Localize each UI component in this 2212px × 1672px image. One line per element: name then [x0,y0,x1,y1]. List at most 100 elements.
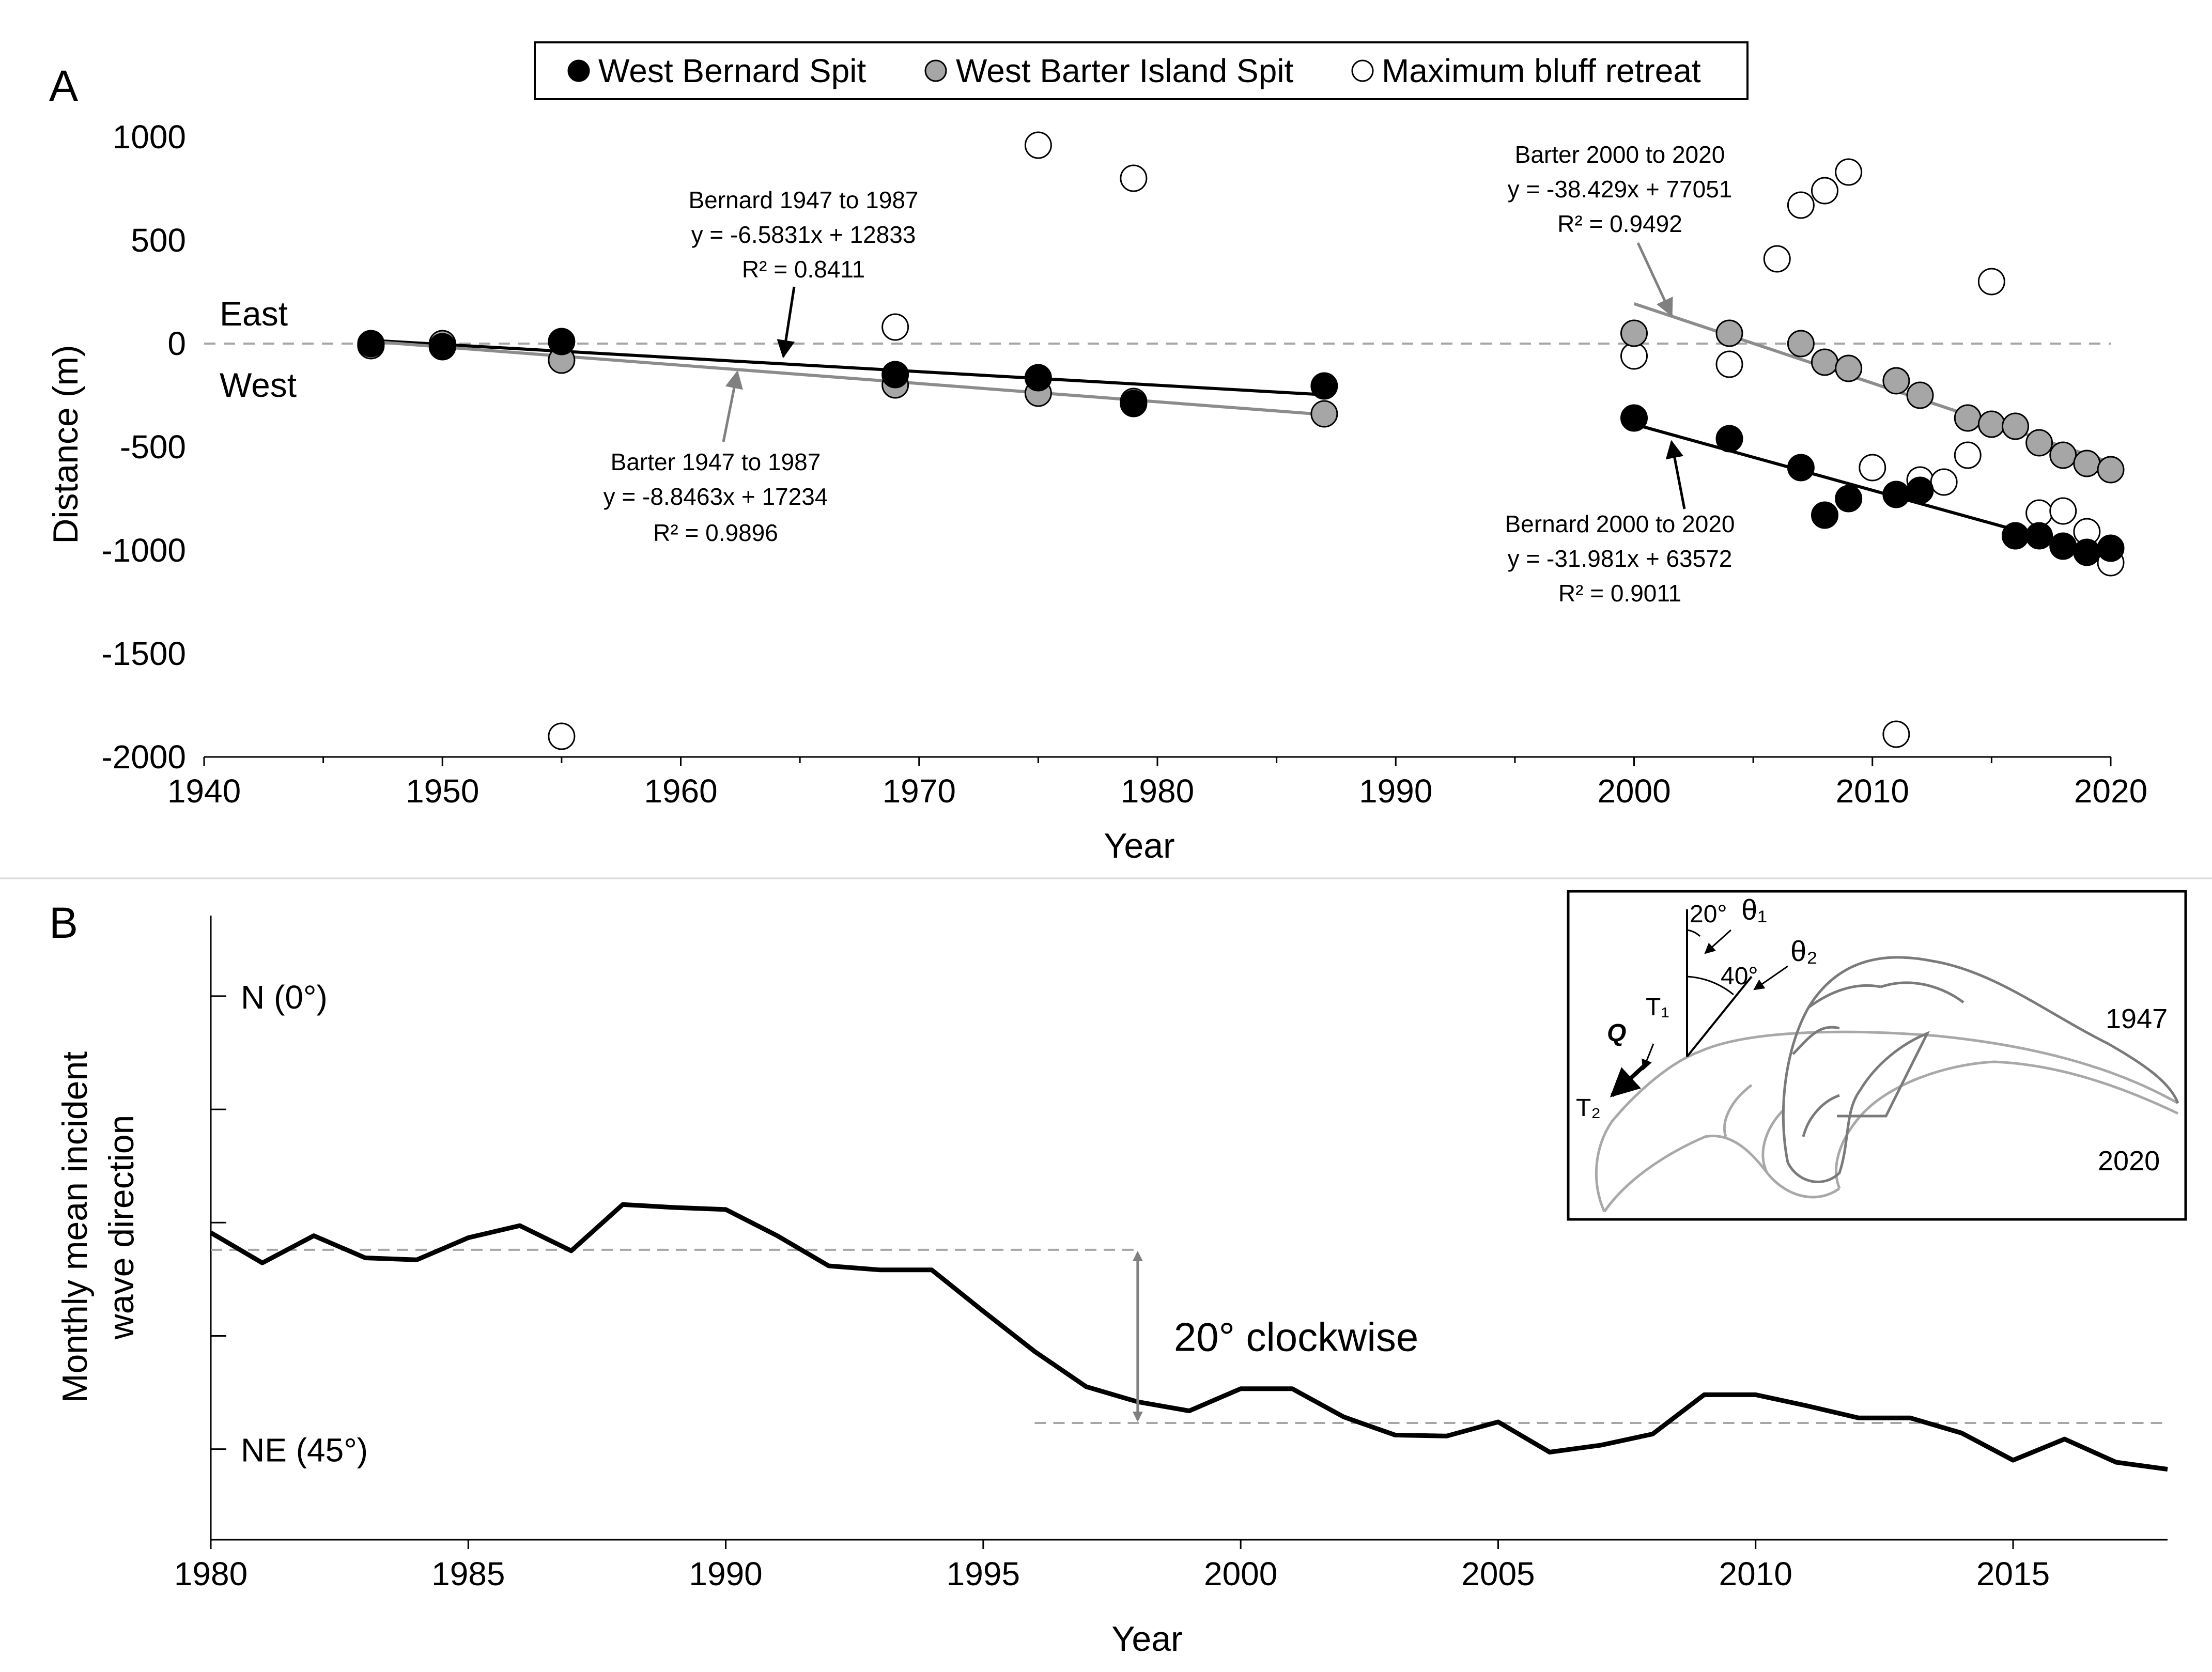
annotation-bernard-2000-arrow [1665,440,1686,509]
a-x-tick-label: 2020 [2074,772,2147,810]
a-y-ticks: 1000 500 0 -500 -1000 -1500 -2000 [101,118,186,776]
a-y-tick-label: -500 [120,428,186,466]
a-x-tick-label: 2000 [1597,772,1670,810]
inset-theta1: θ₁ [1741,893,1767,926]
annotation-bernard-1947: Bernard 1947 to 1987 y = -6.5831x + 1283… [688,187,919,359]
annotation-barter-2000-equation: y = -38.429x + 77051 [1508,176,1733,203]
data-point-open [1835,158,1863,186]
data-point-black [357,330,385,358]
data-point-black [2002,522,2029,550]
a-data-points [357,131,2125,750]
annotation-bernard-2000-equation: y = -31.981x + 63572 [1508,545,1733,572]
panel-b-label: B [49,899,78,947]
data-point-open [1977,268,2005,296]
a-x-tick-label: 2010 [1836,772,1909,810]
annotation-barter-1947: Barter 1947 to 1987 y = -8.8463x + 17234… [604,370,828,546]
a-y-tick-label: 1000 [113,118,186,156]
outline-2020 [1595,1030,2179,1213]
data-point-grey [1835,354,1863,382]
data-point-open [1787,191,1815,219]
panel-b: B 1980 1985 1990 1995 2000 2005 2010 2015 N (0°… [49,890,2187,1659]
data-point-black [881,361,909,389]
theta2-arrow [1753,965,1788,990]
a-x-ticks: 1940 1950 1960 1970 1980 1990 2000 2010 2020 [167,757,2147,810]
b-x-tick-label: 1990 [689,1555,762,1592]
b-x-tick-label: 2005 [1461,1555,1535,1592]
data-point-black [1906,476,1934,504]
b-y-tick-label: N (0°) [241,979,328,1016]
data-point-black [1715,425,1743,453]
b-y-ticks: N (0°) NE (45°) [211,979,368,1469]
a-x-tick-label: 1980 [1121,772,1194,810]
data-point-open [1954,441,1982,469]
data-point-black [548,328,576,355]
data-point-grey [2002,412,2029,440]
inset-angle-20: 20° [1690,901,1727,928]
panel-a: A West Bernard Spit West Barter Island S… [46,41,2147,865]
angle-arc-40 [1687,976,1734,996]
data-point-black [1024,364,1052,392]
data-point-black [2073,538,2101,566]
b-x-tick-label: 2015 [1976,1555,2050,1592]
data-point-grey [1906,381,1934,409]
inset-t1: T₁ [1646,994,1669,1021]
data-point-open [1024,131,1052,159]
b-y-axis-title-line2: wave direction [102,1115,141,1340]
spit-outline-inset: 20° 40° θ₁ θ₂ T₁ T₂ Q 1947 2020 [1567,890,2187,1221]
b-x-tick-label: 2000 [1204,1555,1277,1592]
annotation-barter-2000: Barter 2000 to 2020 y = -38.429x + 77051… [1508,141,1733,317]
annotation-barter-2000-arrow [1636,242,1673,317]
a-x-tick-label: 1940 [167,772,241,810]
data-point-black [2025,522,2053,550]
b-x-tick-label: 1980 [174,1555,248,1592]
a-y-tick-label: -1000 [101,532,186,569]
legend-label-bluff: Maximum bluff retreat [1382,52,1701,89]
annotation-bernard-2000-r2: R² = 0.9011 [1558,580,1681,607]
data-point-black [2097,534,2125,562]
data-point-grey [1977,410,2005,438]
inset-angle-40: 40° [1721,963,1758,990]
inset-t2: T₂ [1576,1094,1601,1122]
q-arrow [1610,1063,1647,1097]
a-y-tick-label: -2000 [101,738,186,776]
data-point-black [1835,485,1863,513]
data-point-black [1787,454,1815,482]
data-point-grey [1882,367,1910,395]
b-reference-lines [211,1248,2168,1424]
theta-line [1686,976,1753,1058]
legend-label-bernard: West Bernard Spit [598,52,866,89]
annotation-barter-2000-title: Barter 2000 to 2020 [1515,141,1725,168]
a-trendlines [370,302,2111,558]
annotation-bernard-2000: Bernard 2000 to 2020 y = -31.981x + 6357… [1505,440,1735,607]
annotation-bernard-1947-equation: y = -6.5831x + 12833 [691,221,916,248]
annotation-bernard-1947-arrow [777,286,796,359]
b-x-tick-label: 2010 [1719,1555,1792,1592]
a-x-tick-label: 1990 [1359,772,1432,810]
b-x-ticks: 1980 1985 1990 1995 2000 2005 2010 2015 [174,1540,2050,1592]
data-point-open [1811,177,1838,205]
a-y-tick-label: 0 [167,325,186,362]
annotation-barter-1947-arrow [722,370,743,442]
west-label: West [220,366,297,404]
trendline [370,339,1325,416]
legend-marker-bluff [1351,59,1374,82]
data-point-black [1120,390,1148,417]
a-x-axis-title: Year [1104,826,1174,865]
inset-year-2020: 2020 [2098,1145,2160,1176]
data-point-open [1882,720,1910,748]
data-point-open [2049,497,2077,525]
data-point-grey [2025,429,2053,457]
data-point-open [1715,350,1743,378]
annotation-bernard-1947-title: Bernard 1947 to 1987 [688,187,918,213]
inset-year-1947: 1947 [2106,1003,2168,1034]
annotation-bernard-1947-r2: R² = 0.8411 [742,256,865,283]
data-point-open [1763,245,1791,273]
data-point-black [428,333,456,361]
data-point-grey [2049,441,2077,469]
annotation-barter-1947-equation: y = -8.8463x + 17234 [604,483,828,510]
data-point-open [1930,468,1958,496]
data-point-black [1811,501,1838,529]
data-point-grey [1811,348,1838,376]
data-point-open [1120,164,1148,192]
